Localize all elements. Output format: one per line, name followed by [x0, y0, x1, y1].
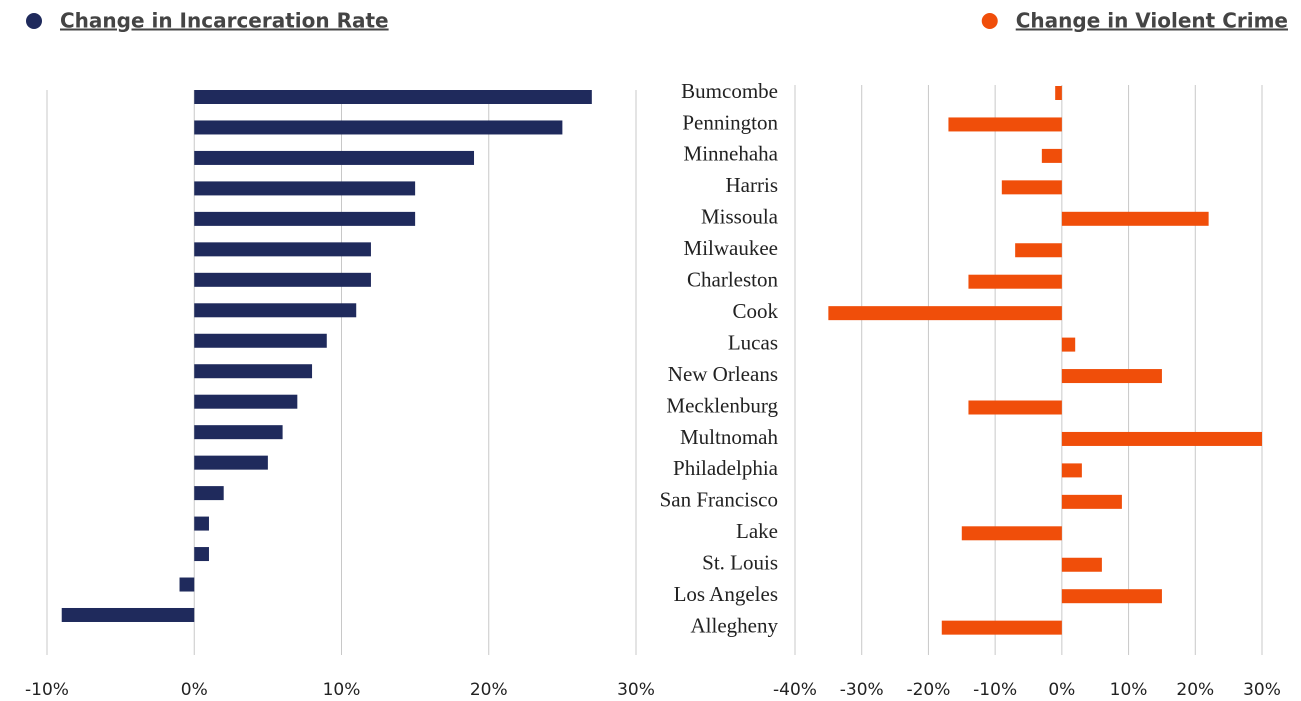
- bar: [194, 120, 563, 135]
- category-label: Lake: [736, 519, 778, 543]
- bar: [194, 333, 327, 348]
- bar: [194, 394, 298, 409]
- bar: [194, 364, 313, 379]
- category-label: New Orleans: [668, 362, 778, 386]
- category-label: Bumcombe: [681, 79, 778, 103]
- bar: [194, 455, 268, 470]
- bar: [194, 90, 592, 104]
- category-label: Los Angeles: [674, 582, 778, 606]
- x-tick-label: -10%: [25, 680, 69, 700]
- bar: [1061, 494, 1122, 509]
- legend-marker: [26, 13, 42, 29]
- bar: [968, 400, 1062, 415]
- legend-label: Change in Violent Crime: [1016, 9, 1288, 33]
- category-label: Missoula: [701, 205, 779, 229]
- bar: [179, 577, 195, 592]
- category-label: Allegheny: [691, 613, 779, 637]
- bar: [948, 117, 1062, 132]
- bar: [1061, 589, 1162, 604]
- bar: [194, 486, 224, 501]
- category-label: Mecklenburg: [666, 393, 778, 417]
- bar: [1061, 557, 1102, 572]
- category-label: Cook: [732, 299, 778, 323]
- x-tick-label: 0%: [181, 680, 208, 700]
- bar: [1055, 86, 1062, 100]
- bar: [1015, 243, 1062, 258]
- category-label: Minnehaha: [684, 142, 779, 166]
- x-tick-label: -10%: [973, 680, 1017, 700]
- bar: [961, 526, 1062, 541]
- bar: [1041, 148, 1062, 163]
- bar: [61, 607, 195, 622]
- bar: [1061, 431, 1262, 446]
- category-label: San Francisco: [660, 488, 778, 512]
- bar: [194, 425, 283, 440]
- bar: [968, 274, 1062, 289]
- bar: [194, 303, 357, 318]
- x-tick-label: -20%: [906, 680, 950, 700]
- bar: [194, 547, 209, 562]
- category-label: Harris: [726, 173, 778, 197]
- bar: [194, 150, 475, 165]
- x-tick-label: 20%: [1176, 680, 1214, 700]
- bar: [194, 516, 209, 531]
- bar: [1001, 180, 1062, 195]
- category-label: Philadelphia: [673, 456, 779, 480]
- legend-marker: [981, 13, 998, 29]
- bar: [194, 181, 416, 196]
- category-label: Milwaukee: [684, 236, 778, 260]
- x-tick-label: 0%: [1048, 680, 1075, 700]
- bar: [1061, 211, 1209, 226]
- bar: [194, 211, 416, 226]
- category-label: Pennington: [682, 110, 778, 134]
- bar: [194, 272, 371, 287]
- x-tick-label: -30%: [840, 680, 884, 700]
- x-tick-label: 20%: [470, 680, 508, 700]
- category-label: Multnomah: [680, 425, 778, 449]
- x-tick-label: 10%: [323, 680, 361, 700]
- bar: [941, 620, 1062, 635]
- bar: [1061, 463, 1082, 478]
- category-label: Charleston: [687, 268, 778, 292]
- x-tick-label: 10%: [1110, 680, 1148, 700]
- category-label: St. Louis: [702, 551, 778, 575]
- bar: [1061, 369, 1162, 384]
- category-label: Lucas: [728, 330, 778, 354]
- bar: [828, 306, 1062, 321]
- x-tick-label: 30%: [1243, 680, 1281, 700]
- bar: [194, 242, 371, 257]
- x-tick-label: 30%: [617, 680, 655, 700]
- bar: [1061, 337, 1076, 352]
- x-tick-label: -40%: [773, 680, 817, 700]
- legend-label: Change in Incarceration Rate: [60, 9, 389, 33]
